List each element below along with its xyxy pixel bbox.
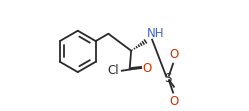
- Text: S: S: [164, 72, 172, 85]
- Text: O: O: [169, 48, 179, 61]
- Text: Cl: Cl: [108, 64, 119, 77]
- Text: O: O: [142, 62, 151, 75]
- Text: NH: NH: [147, 27, 164, 40]
- Text: O: O: [169, 95, 179, 108]
